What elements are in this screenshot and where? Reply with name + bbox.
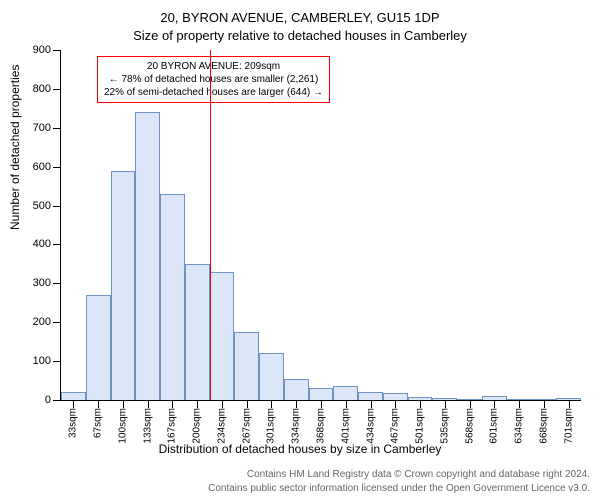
y-tick-label: 0 — [45, 394, 51, 406]
x-tick — [247, 400, 248, 408]
y-tick-label: 300 — [33, 277, 51, 289]
x-tick — [346, 400, 347, 408]
y-tick — [53, 89, 61, 90]
y-tick — [53, 400, 61, 401]
x-axis-label: Distribution of detached houses by size … — [0, 442, 600, 456]
y-tick-label: 200 — [33, 316, 51, 328]
x-tick — [420, 400, 421, 408]
histogram-bar — [185, 264, 210, 400]
histogram-bar — [111, 171, 136, 400]
x-tick-label: 568sqm — [464, 408, 475, 444]
histogram-bar — [210, 272, 235, 400]
histogram-bar — [358, 392, 383, 400]
y-tick-label: 100 — [33, 355, 51, 367]
x-tick-label: 267sqm — [241, 408, 252, 444]
x-tick — [271, 400, 272, 408]
histogram-bar — [383, 393, 408, 400]
x-tick — [98, 400, 99, 408]
y-tick — [53, 167, 61, 168]
plot-area: 20 BYRON AVENUE: 209sqm ← 78% of detache… — [60, 50, 581, 401]
x-tick-label: 133sqm — [142, 408, 153, 444]
y-tick — [53, 206, 61, 207]
y-tick — [53, 244, 61, 245]
footer-line-1: Contains HM Land Registry data © Crown c… — [247, 469, 590, 480]
x-tick-label: 467sqm — [390, 408, 401, 444]
x-tick-label: 668sqm — [538, 408, 549, 444]
annotation-line-3: 22% of semi-detached houses are larger (… — [104, 86, 323, 99]
histogram-bar — [61, 392, 86, 400]
y-tick — [53, 50, 61, 51]
x-tick-label: 368sqm — [316, 408, 327, 444]
x-tick — [494, 400, 495, 408]
x-tick-label: 401sqm — [340, 408, 351, 444]
x-tick-label: 167sqm — [167, 408, 178, 444]
x-tick — [470, 400, 471, 408]
histogram-bar — [333, 386, 358, 400]
chart-title-line2: Size of property relative to detached ho… — [0, 28, 600, 43]
y-tick — [53, 322, 61, 323]
x-tick — [296, 400, 297, 408]
x-tick-label: 501sqm — [415, 408, 426, 444]
y-tick-label: 600 — [33, 161, 51, 173]
x-tick-label: 67sqm — [93, 408, 104, 438]
y-tick — [53, 128, 61, 129]
x-tick-label: 634sqm — [514, 408, 525, 444]
y-tick-label: 800 — [33, 83, 51, 95]
annotation-box: 20 BYRON AVENUE: 209sqm ← 78% of detache… — [97, 56, 330, 103]
x-tick — [519, 400, 520, 408]
y-tick-label: 400 — [33, 238, 51, 250]
x-tick — [544, 400, 545, 408]
histogram-bar — [259, 353, 284, 400]
x-tick — [172, 400, 173, 408]
x-tick-label: 100sqm — [117, 408, 128, 444]
x-tick-label: 301sqm — [266, 408, 277, 444]
reference-line — [210, 50, 211, 400]
annotation-line-2: ← 78% of detached houses are smaller (2,… — [104, 73, 323, 86]
y-tick — [53, 361, 61, 362]
x-tick-label: 200sqm — [192, 408, 203, 444]
histogram-bar — [234, 332, 259, 400]
x-tick — [123, 400, 124, 408]
x-tick — [73, 400, 74, 408]
histogram-bar — [135, 112, 160, 400]
y-tick — [53, 283, 61, 284]
x-tick — [148, 400, 149, 408]
y-tick-label: 700 — [33, 122, 51, 134]
histogram-bar — [86, 295, 111, 400]
histogram-bar — [284, 379, 309, 400]
x-tick-label: 535sqm — [439, 408, 450, 444]
chart-container: 20, BYRON AVENUE, CAMBERLEY, GU15 1DP Si… — [0, 0, 600, 500]
x-tick-label: 33sqm — [68, 408, 79, 438]
x-tick — [197, 400, 198, 408]
footer-line-2: Contains public sector information licen… — [208, 483, 590, 494]
y-tick-label: 500 — [33, 200, 51, 212]
histogram-bar — [309, 388, 334, 400]
x-tick — [569, 400, 570, 408]
x-tick-label: 601sqm — [489, 408, 500, 444]
x-tick — [371, 400, 372, 408]
x-tick — [222, 400, 223, 408]
x-tick-label: 434sqm — [365, 408, 376, 444]
x-tick — [321, 400, 322, 408]
y-axis-label: Number of detached properties — [8, 65, 22, 230]
x-tick — [395, 400, 396, 408]
y-tick-label: 900 — [33, 44, 51, 56]
annotation-line-1: 20 BYRON AVENUE: 209sqm — [104, 60, 323, 73]
x-tick-label: 334sqm — [291, 408, 302, 444]
x-tick-label: 701sqm — [563, 408, 574, 444]
x-tick-label: 234sqm — [216, 408, 227, 444]
histogram-bar — [160, 194, 185, 400]
chart-title-line1: 20, BYRON AVENUE, CAMBERLEY, GU15 1DP — [0, 10, 600, 25]
x-tick — [445, 400, 446, 408]
